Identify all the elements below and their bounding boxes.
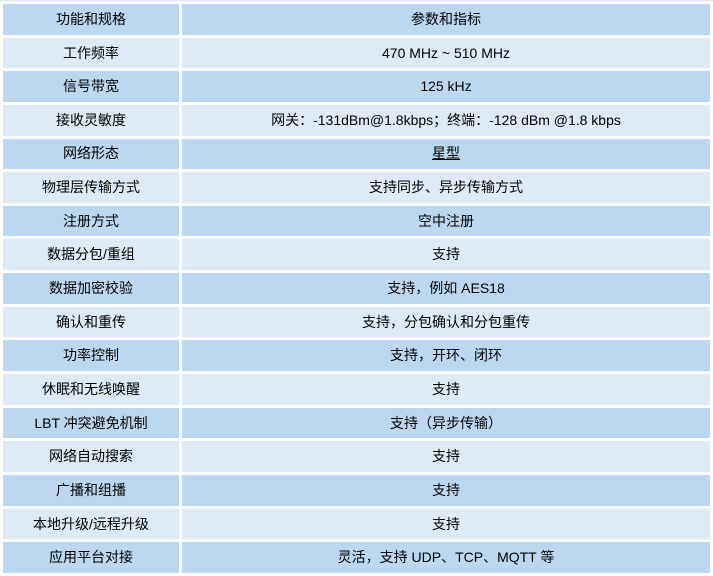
- spec-label-cell: 接收灵敏度: [3, 104, 179, 136]
- spec-label-cell: 数据分包/重组: [3, 239, 179, 271]
- spec-label-cell: 网络自动搜索: [3, 441, 179, 472]
- spec-row-operating-frequency: 工作频率 470 MHz ~ 510 MHz: [3, 37, 710, 69]
- spec-label-cell: 工作频率: [3, 37, 179, 69]
- spec-label-cell: 信号带宽: [3, 71, 179, 102]
- spec-row-network-topology: 网络形态 星型: [3, 138, 710, 170]
- spec-value-cell: 支持: [182, 374, 710, 405]
- spec-label-cell: 本地升级/远程升级: [3, 508, 179, 540]
- spec-row-registration: 注册方式 空中注册: [3, 205, 710, 237]
- spec-row-auto-network-search: 网络自动搜索 支持: [3, 441, 710, 472]
- spec-label-cell: 物理层传输方式: [3, 172, 179, 203]
- spec-label-cell: 广播和组播: [3, 474, 179, 506]
- spec-label-cell: 应用平台对接: [3, 542, 179, 573]
- spec-row-power-control: 功率控制 支持，开环、闭环: [3, 340, 710, 372]
- spec-value-cell: 支持（异步传输）: [182, 407, 710, 439]
- underlined-value: 星型: [432, 145, 460, 162]
- spec-value-cell: 支持: [182, 441, 710, 472]
- spec-value-cell: 支持: [182, 239, 710, 271]
- spec-row-encryption: 数据加密校验 支持，例如 AES18: [3, 273, 710, 304]
- table-header-row: 功能和规格 参数和指标: [3, 4, 710, 35]
- spec-label-cell: 数据加密校验: [3, 273, 179, 304]
- spec-value-cell: 125 kHz: [182, 71, 710, 102]
- spec-value-cell: 支持，例如 AES18: [182, 273, 710, 304]
- spec-label-cell: 休眠和无线唤醒: [3, 374, 179, 405]
- spec-row-broadcast-multicast: 广播和组播 支持: [3, 474, 710, 506]
- spec-label-cell: LBT 冲突避免机制: [3, 407, 179, 439]
- table-header-params: 参数和指标: [182, 4, 710, 35]
- spec-label-cell: 确认和重传: [3, 306, 179, 338]
- spec-value-cell: 支持，开环、闭环: [182, 340, 710, 372]
- spec-label-cell: 功率控制: [3, 340, 179, 372]
- spec-label-cell: 网络形态: [3, 138, 179, 170]
- spec-row-ack-retransmission: 确认和重传 支持，分包确认和分包重传: [3, 306, 710, 338]
- spec-value-cell: 支持，分包确认和分包重传: [182, 306, 710, 338]
- spec-row-packet-reassembly: 数据分包/重组 支持: [3, 239, 710, 271]
- spec-row-lbt: LBT 冲突避免机制 支持（异步传输）: [3, 407, 710, 439]
- spec-label-cell: 注册方式: [3, 205, 179, 237]
- spec-row-sleep-wakeup: 休眠和无线唤醒 支持: [3, 374, 710, 405]
- spec-row-signal-bandwidth: 信号带宽 125 kHz: [3, 71, 710, 102]
- spec-value-cell: 支持同步、异步传输方式: [182, 172, 710, 203]
- spec-value-cell: 星型: [182, 138, 710, 170]
- spec-row-platform-integration: 应用平台对接 灵活，支持 UDP、TCP、MQTT 等: [3, 542, 710, 573]
- spec-value-cell: 470 MHz ~ 510 MHz: [182, 37, 710, 69]
- spec-row-phy-transmission: 物理层传输方式 支持同步、异步传输方式: [3, 172, 710, 203]
- spec-row-receive-sensitivity: 接收灵敏度 网关：-131dBm@1.8kbps；终端：-128 dBm @1.…: [3, 104, 710, 136]
- spec-value-cell: 空中注册: [182, 205, 710, 237]
- spec-value-cell: 灵活，支持 UDP、TCP、MQTT 等: [182, 542, 710, 573]
- table-header-feature: 功能和规格: [3, 4, 179, 35]
- spec-row-upgrade: 本地升级/远程升级 支持: [3, 508, 710, 540]
- spec-value-cell: 支持: [182, 474, 710, 506]
- spec-value-cell: 支持: [182, 508, 710, 540]
- spec-value-cell: 网关：-131dBm@1.8kbps；终端：-128 dBm @1.8 kbps: [182, 104, 710, 136]
